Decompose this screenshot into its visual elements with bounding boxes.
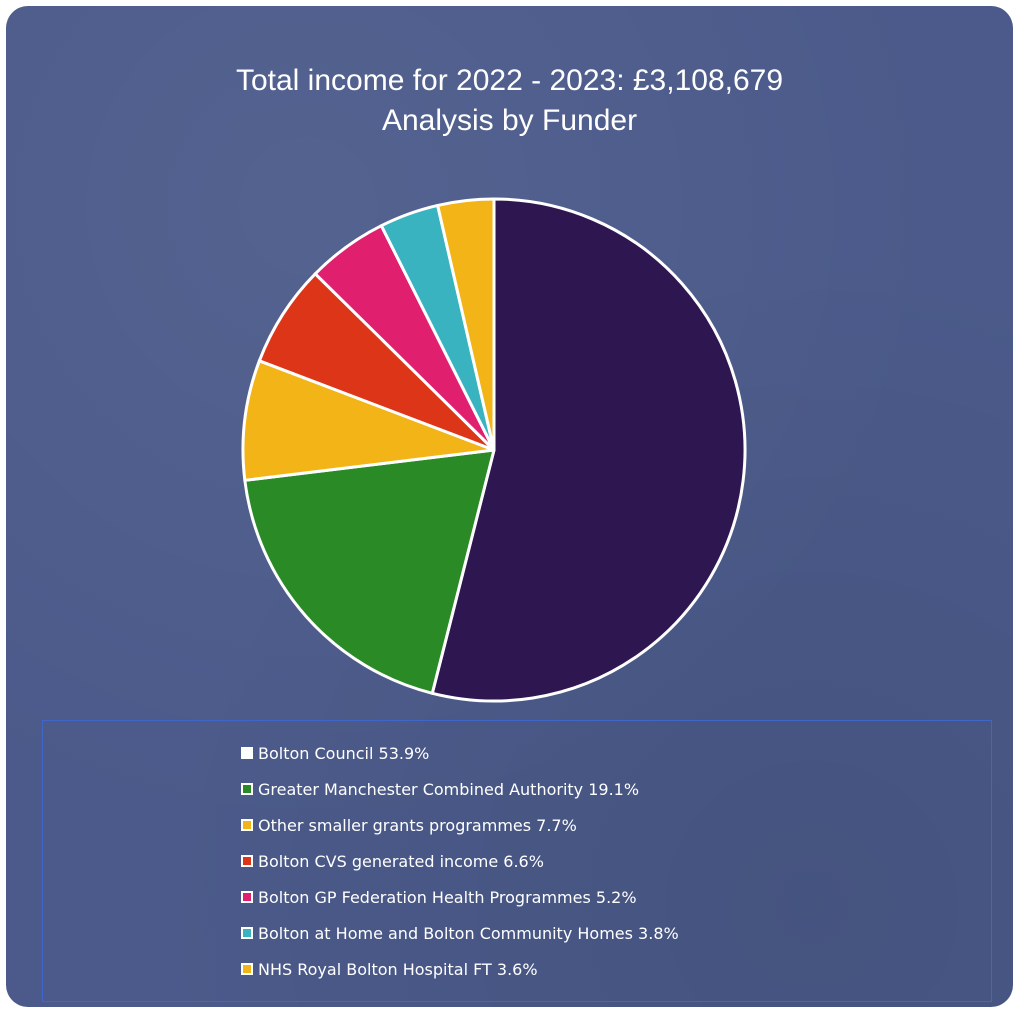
legend-item: Bolton GP Federation Health Programmes 5… bbox=[241, 879, 679, 915]
pie-slice-2 bbox=[243, 448, 496, 695]
legend-item: Bolton at Home and Bolton Community Home… bbox=[241, 915, 679, 951]
chart-subtitle: Analysis by Funder bbox=[381, 104, 638, 137]
legend-label: Bolton at Home and Bolton Community Home… bbox=[258, 923, 679, 943]
chart-title: Total income for 2022 - 2023: £3,108,679 bbox=[235, 64, 784, 97]
legend-item: NHS Royal Bolton Hospital FT 3.6% bbox=[241, 951, 679, 987]
pie-slice-1 bbox=[430, 197, 747, 703]
legend-swatch bbox=[241, 963, 253, 975]
legend-label: Other smaller grants programmes 7.7% bbox=[258, 815, 577, 835]
legend-swatch bbox=[241, 855, 253, 867]
legend-swatch bbox=[241, 927, 253, 939]
legend-list: Bolton Council 53.9% Greater Manchester C… bbox=[241, 735, 679, 987]
legend-label: Bolton Council 53.9% bbox=[258, 743, 430, 763]
pie-chart bbox=[241, 197, 747, 703]
chart-card: Total income for 2022 - 2023: £3,108,679… bbox=[6, 6, 1013, 1007]
legend-label: Bolton CVS generated income 6.6% bbox=[258, 851, 544, 871]
legend-item: Greater Manchester Combined Authority 19… bbox=[241, 771, 679, 807]
legend: Bolton Council 53.9% Greater Manchester C… bbox=[42, 720, 992, 1002]
pie-slice-3 bbox=[241, 359, 496, 482]
legend-item: Bolton Council 53.9% bbox=[241, 735, 679, 771]
legend-item: Other smaller grants programmes 7.7% bbox=[241, 807, 679, 843]
legend-label: Bolton GP Federation Health Programmes 5… bbox=[258, 887, 637, 907]
legend-label: NHS Royal Bolton Hospital FT 3.6% bbox=[258, 959, 538, 979]
legend-label: Greater Manchester Combined Authority 19… bbox=[258, 779, 640, 799]
legend-swatch bbox=[241, 783, 253, 795]
pie-slice-7 bbox=[436, 197, 496, 452]
legend-swatch bbox=[241, 891, 253, 903]
legend-item: Bolton CVS generated income 6.6% bbox=[241, 843, 679, 879]
legend-swatch bbox=[241, 747, 253, 759]
legend-swatch bbox=[241, 819, 253, 831]
